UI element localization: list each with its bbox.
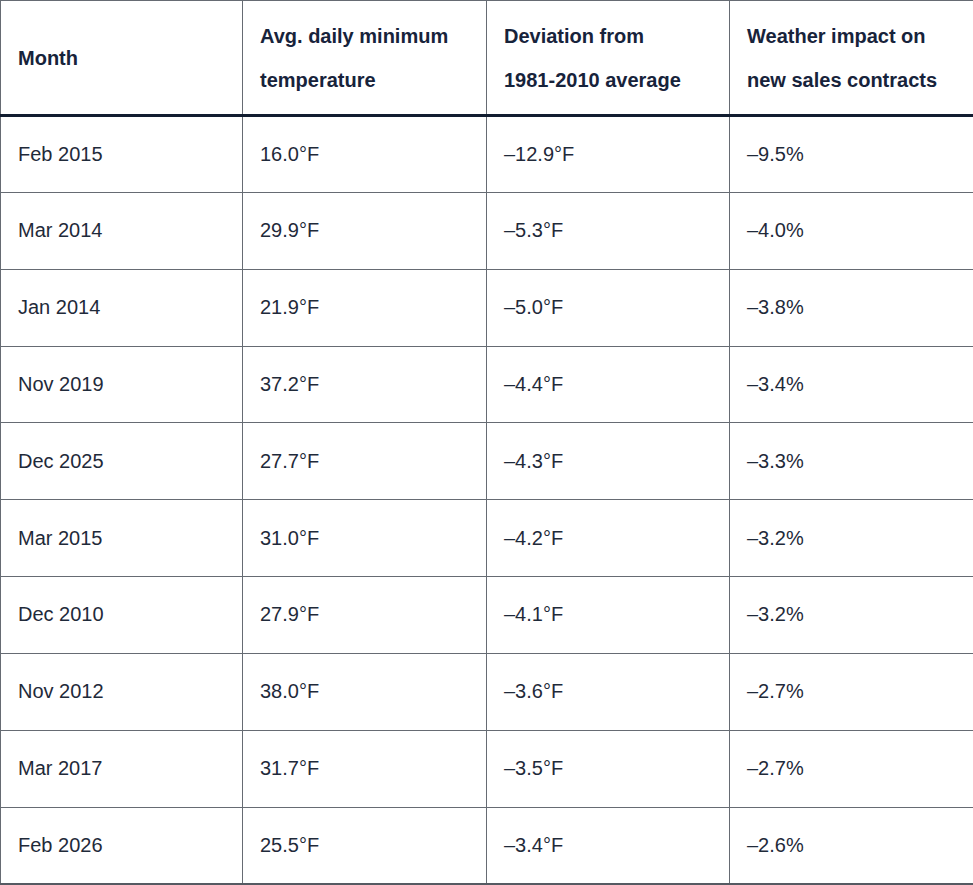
table-row: Dec 2010 27.9°F –4.1°F –3.2% xyxy=(1,577,973,654)
cell-month: Nov 2019 xyxy=(1,346,243,423)
cell-month: Dec 2010 xyxy=(1,577,243,654)
column-header-avg-min-temp-line1: Avg. daily minimum xyxy=(260,14,478,58)
cell-deviation: –5.0°F xyxy=(487,269,730,346)
cell-deviation: –12.9°F xyxy=(487,116,730,193)
cell-month: Mar 2015 xyxy=(1,500,243,577)
cell-month: Jan 2014 xyxy=(1,269,243,346)
cell-deviation: –4.3°F xyxy=(487,423,730,500)
cell-month: Feb 2015 xyxy=(1,116,243,193)
column-header-avg-min-temp: Avg. daily minimum temperature xyxy=(243,1,487,116)
cell-weather-impact: –2.6% xyxy=(730,807,973,884)
page-background: Month Avg. daily minimum temperature Dev… xyxy=(0,0,973,885)
column-header-deviation-line2: 1981-2010 average xyxy=(504,58,721,102)
table-header-row: Month Avg. daily minimum temperature Dev… xyxy=(1,1,973,116)
cell-weather-impact: –9.5% xyxy=(730,116,973,193)
table-row: Mar 2014 29.9°F –5.3°F –4.0% xyxy=(1,192,973,269)
cell-month: Mar 2014 xyxy=(1,192,243,269)
table-row: Nov 2019 37.2°F –4.4°F –3.4% xyxy=(1,346,973,423)
cell-weather-impact: –2.7% xyxy=(730,730,973,807)
cell-avg-min-temp: 38.0°F xyxy=(243,653,487,730)
cell-deviation: –4.2°F xyxy=(487,500,730,577)
cell-avg-min-temp: 21.9°F xyxy=(243,269,487,346)
table-row: Dec 2025 27.7°F –4.3°F –3.3% xyxy=(1,423,973,500)
cell-weather-impact: –3.3% xyxy=(730,423,973,500)
cell-deviation: –3.4°F xyxy=(487,807,730,884)
cell-deviation: –4.1°F xyxy=(487,577,730,654)
cell-weather-impact: –2.7% xyxy=(730,653,973,730)
column-header-month: Month xyxy=(1,1,243,116)
cell-avg-min-temp: 31.7°F xyxy=(243,730,487,807)
cell-avg-min-temp: 27.9°F xyxy=(243,577,487,654)
cell-weather-impact: –3.4% xyxy=(730,346,973,423)
cell-avg-min-temp: 27.7°F xyxy=(243,423,487,500)
cell-weather-impact: –3.8% xyxy=(730,269,973,346)
column-header-deviation: Deviation from 1981-2010 average xyxy=(487,1,730,116)
cell-avg-min-temp: 16.0°F xyxy=(243,116,487,193)
cell-deviation: –3.6°F xyxy=(487,653,730,730)
cell-deviation: –3.5°F xyxy=(487,730,730,807)
cell-weather-impact: –3.2% xyxy=(730,500,973,577)
column-header-avg-min-temp-line2: temperature xyxy=(260,58,478,102)
column-header-weather-impact-line2: new sales contracts xyxy=(747,58,965,102)
cell-month: Nov 2012 xyxy=(1,653,243,730)
table-row: Feb 2026 25.5°F –3.4°F –2.6% xyxy=(1,807,973,884)
cell-weather-impact: –4.0% xyxy=(730,192,973,269)
column-header-month-label: Month xyxy=(18,36,234,80)
column-header-weather-impact: Weather impact on new sales contracts xyxy=(730,1,973,116)
weather-impact-table: Month Avg. daily minimum temperature Dev… xyxy=(0,0,973,885)
cell-month: Dec 2025 xyxy=(1,423,243,500)
column-header-deviation-line1: Deviation from xyxy=(504,14,721,58)
table-row: Nov 2012 38.0°F –3.6°F –2.7% xyxy=(1,653,973,730)
cell-deviation: –4.4°F xyxy=(487,346,730,423)
cell-month: Feb 2026 xyxy=(1,807,243,884)
cell-avg-min-temp: 31.0°F xyxy=(243,500,487,577)
cell-deviation: –5.3°F xyxy=(487,192,730,269)
cell-weather-impact: –3.2% xyxy=(730,577,973,654)
column-header-weather-impact-line1: Weather impact on xyxy=(747,14,965,58)
cell-avg-min-temp: 37.2°F xyxy=(243,346,487,423)
table-row: Mar 2017 31.7°F –3.5°F –2.7% xyxy=(1,730,973,807)
table-row: Jan 2014 21.9°F –5.0°F –3.8% xyxy=(1,269,973,346)
cell-avg-min-temp: 29.9°F xyxy=(243,192,487,269)
table-row: Mar 2015 31.0°F –4.2°F –3.2% xyxy=(1,500,973,577)
cell-avg-min-temp: 25.5°F xyxy=(243,807,487,884)
table-row: Feb 2015 16.0°F –12.9°F –9.5% xyxy=(1,116,973,193)
cell-month: Mar 2017 xyxy=(1,730,243,807)
